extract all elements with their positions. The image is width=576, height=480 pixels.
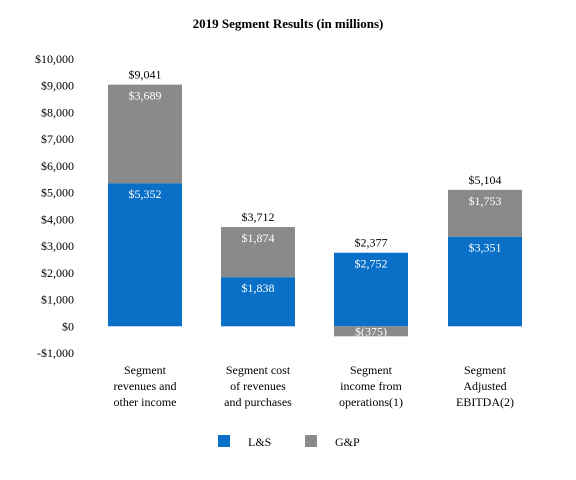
bar-gp: [108, 84, 182, 184]
bar-gp: [334, 326, 408, 337]
total-label: $9,041: [129, 68, 162, 82]
y-tick-label: -$1,000: [37, 346, 74, 360]
bar-ls: [108, 183, 182, 327]
legend-label: L&S: [248, 435, 271, 449]
bar-ls-label: $1,838: [242, 281, 275, 295]
y-tick-label: $8,000: [41, 105, 74, 119]
y-tick-label: $0: [62, 319, 74, 333]
legend-label: G&P: [335, 435, 360, 449]
bar-ls-label: $5,352: [129, 187, 162, 201]
bar-ls: [221, 277, 295, 327]
legend-swatch: [218, 435, 230, 447]
total-label: $3,712: [242, 210, 275, 224]
y-tick-label: $7,000: [41, 132, 74, 146]
bar-gp: [221, 227, 295, 278]
y-tick-label: $6,000: [41, 159, 74, 173]
category-label: Segment Adjusted EBITDA(2): [456, 363, 514, 409]
bar-gp-label: $(375): [355, 324, 387, 338]
y-axis: -$1,000 $0 $1,000 $2,000 $3,000 $4,000 $5,000 $…: [35, 52, 74, 360]
y-tick-label: $1,000: [41, 293, 74, 307]
chart-title: 2019 Segment Results (in millions): [193, 16, 384, 31]
y-tick-label: $3,000: [41, 239, 74, 253]
legend: L&S G&P: [218, 435, 360, 449]
y-tick-label: $9,000: [41, 79, 74, 93]
category-label: Segment income from operations(1): [339, 363, 403, 409]
y-tick-label: $2,000: [41, 266, 74, 280]
y-tick-label: $5,000: [41, 186, 74, 200]
total-label: $5,104: [469, 173, 502, 187]
category-label: Segment cost of revenues and purchases: [224, 363, 292, 409]
category-label: Segment revenues and other income: [114, 363, 177, 409]
bars: [108, 84, 522, 337]
bar-ls-label: $2,752: [355, 257, 388, 271]
bar-gp: [448, 189, 522, 237]
legend-swatch: [305, 435, 317, 447]
bar-gp-label: $1,874: [242, 231, 275, 245]
bar-gp-label: $1,753: [469, 194, 502, 208]
category-labels: Segment revenues and other income Segment c…: [114, 363, 514, 409]
bar-ls: [334, 252, 408, 327]
data-labels: $5,352 $3,689 $9,041 $1,838 $1,874 $3,712 $2,7…: [129, 68, 502, 339]
total-label: $2,377: [355, 236, 388, 250]
bar-gp-label: $3,689: [129, 89, 162, 103]
bar-ls-label: $3,351: [469, 241, 502, 255]
y-tick-label: $10,000: [35, 52, 74, 66]
bar-ls: [448, 236, 522, 327]
y-tick-label: $4,000: [41, 212, 74, 226]
